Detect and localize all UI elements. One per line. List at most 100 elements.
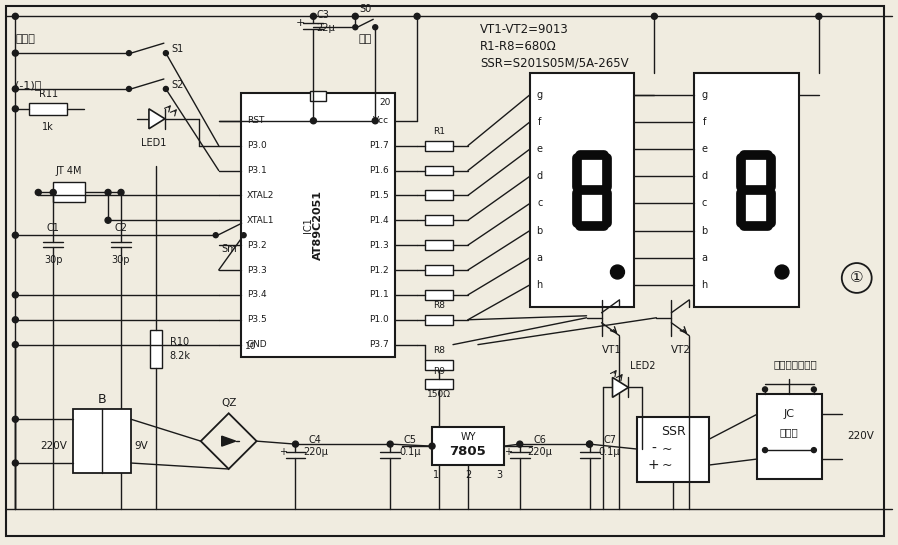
- Circle shape: [13, 292, 18, 298]
- Text: Vcc: Vcc: [373, 116, 389, 125]
- Text: b: b: [537, 226, 543, 235]
- Text: AT89C2051: AT89C2051: [313, 190, 323, 260]
- Text: c: c: [537, 198, 542, 209]
- Text: P1.4: P1.4: [370, 216, 389, 225]
- Text: Sm: Sm: [222, 244, 237, 254]
- Text: LED1: LED1: [141, 138, 167, 148]
- Circle shape: [353, 25, 357, 30]
- Text: 7805: 7805: [450, 445, 487, 458]
- Circle shape: [213, 233, 218, 238]
- Circle shape: [611, 265, 624, 279]
- Text: b: b: [701, 226, 708, 235]
- Text: JC: JC: [783, 409, 795, 419]
- Text: 复位: 复位: [358, 34, 372, 44]
- Circle shape: [13, 416, 18, 422]
- Text: 接触器: 接触器: [779, 427, 798, 437]
- Text: h: h: [701, 280, 708, 290]
- Text: P3.2: P3.2: [247, 241, 266, 250]
- Text: 220V: 220V: [847, 431, 874, 441]
- Bar: [150, 330, 162, 367]
- Text: f: f: [702, 117, 706, 127]
- Circle shape: [373, 118, 378, 124]
- Text: R8: R8: [433, 346, 445, 355]
- Text: 20: 20: [380, 98, 392, 107]
- Bar: [757, 395, 822, 479]
- Circle shape: [293, 441, 298, 447]
- Text: a: a: [537, 253, 542, 263]
- Bar: [694, 73, 799, 307]
- Text: LED2: LED2: [629, 361, 656, 371]
- Circle shape: [127, 51, 131, 56]
- Text: S2: S2: [172, 80, 184, 90]
- Bar: [530, 73, 634, 307]
- Text: VT2: VT2: [672, 344, 691, 355]
- Bar: [425, 240, 453, 250]
- Text: SSR=S201S05M/5A-265V: SSR=S201S05M/5A-265V: [480, 57, 629, 70]
- Text: P1.6: P1.6: [369, 166, 389, 175]
- Circle shape: [586, 441, 593, 447]
- Polygon shape: [149, 109, 165, 129]
- Text: R11: R11: [39, 89, 57, 99]
- Text: P3.5: P3.5: [247, 315, 267, 324]
- Text: R1: R1: [433, 127, 445, 136]
- Circle shape: [13, 342, 18, 348]
- Text: R8: R8: [433, 301, 445, 310]
- Bar: [53, 183, 85, 202]
- Circle shape: [373, 25, 378, 30]
- Circle shape: [13, 106, 18, 112]
- Bar: [425, 290, 453, 300]
- Circle shape: [105, 217, 111, 223]
- Text: g: g: [537, 90, 542, 100]
- Circle shape: [13, 13, 18, 19]
- Bar: [425, 265, 453, 275]
- Text: GND: GND: [247, 340, 268, 349]
- Circle shape: [812, 387, 816, 392]
- Circle shape: [586, 441, 593, 447]
- Circle shape: [775, 265, 789, 279]
- Text: XTAL1: XTAL1: [247, 216, 274, 225]
- Circle shape: [812, 447, 816, 452]
- Text: R9: R9: [433, 367, 445, 376]
- Text: P3.3: P3.3: [247, 265, 267, 275]
- Text: 1k: 1k: [42, 122, 54, 132]
- Bar: [425, 315, 453, 325]
- Text: P1.7: P1.7: [369, 141, 389, 150]
- Text: P1.3: P1.3: [369, 241, 389, 250]
- Text: +: +: [279, 447, 287, 457]
- Text: C7: C7: [603, 435, 616, 445]
- Text: ~: ~: [662, 458, 673, 471]
- Text: ①: ①: [850, 270, 864, 286]
- Circle shape: [35, 190, 41, 196]
- Text: e: e: [701, 144, 708, 154]
- Text: P1.2: P1.2: [370, 265, 389, 275]
- Bar: [432, 427, 504, 465]
- Text: VT1: VT1: [602, 344, 621, 355]
- Text: c: c: [701, 198, 707, 209]
- Circle shape: [50, 190, 57, 196]
- Text: 30p: 30p: [111, 255, 130, 265]
- Circle shape: [352, 13, 358, 19]
- Polygon shape: [222, 436, 235, 446]
- Circle shape: [311, 118, 316, 124]
- Bar: [425, 215, 453, 225]
- Text: QZ: QZ: [221, 398, 236, 408]
- Text: SSR: SSR: [661, 425, 686, 438]
- Text: h: h: [537, 280, 543, 290]
- Circle shape: [163, 51, 168, 56]
- Text: d: d: [537, 171, 542, 181]
- Text: S0: S0: [359, 4, 372, 14]
- Text: 220μ: 220μ: [303, 447, 328, 457]
- Text: P1.1: P1.1: [369, 290, 389, 299]
- Text: 30p: 30p: [44, 255, 63, 265]
- Text: (-1)键: (-1)键: [15, 80, 41, 90]
- Text: f: f: [538, 117, 541, 127]
- Bar: [425, 360, 453, 370]
- Text: P1.0: P1.0: [369, 315, 389, 324]
- Circle shape: [762, 387, 768, 392]
- Text: 22μ: 22μ: [316, 23, 335, 33]
- Text: P3.4: P3.4: [247, 290, 266, 299]
- Text: -: -: [651, 442, 656, 456]
- Circle shape: [429, 443, 435, 449]
- Text: P3.0: P3.0: [247, 141, 267, 150]
- Circle shape: [651, 13, 657, 19]
